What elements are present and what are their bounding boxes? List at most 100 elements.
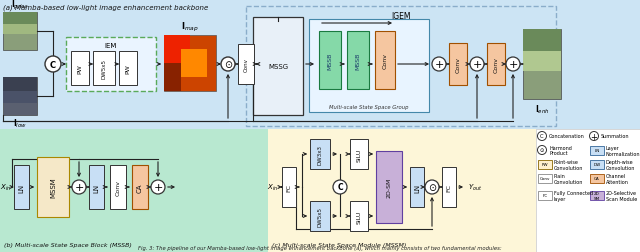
Text: Summation: Summation — [601, 134, 630, 139]
Text: MSSG: MSSG — [268, 64, 288, 70]
Circle shape — [506, 58, 520, 72]
Text: FC: FC — [287, 183, 291, 191]
Bar — [310, 201, 330, 231]
Text: IGEM: IGEM — [391, 12, 411, 21]
Text: DW3x3: DW3x3 — [317, 144, 323, 164]
Text: $\mathbf{I}_{prior}$: $\mathbf{I}_{prior}$ — [11, 0, 29, 12]
Text: Conv: Conv — [540, 177, 550, 181]
Text: $Y_{out}$: $Y_{out}$ — [468, 182, 483, 192]
Text: $X_{in}$: $X_{in}$ — [267, 182, 278, 192]
Bar — [319, 32, 341, 90]
Text: Fully Connected
layer: Fully Connected layer — [554, 190, 593, 201]
Bar — [449, 44, 467, 86]
Bar — [310, 139, 330, 169]
Bar — [347, 32, 369, 90]
Text: LN: LN — [19, 183, 24, 192]
Bar — [523, 30, 561, 52]
Bar — [350, 201, 368, 231]
Bar — [0, 0, 640, 130]
Text: (a) Mamba-based low-light image enhancement backbone: (a) Mamba-based low-light image enhancem… — [3, 4, 208, 11]
Bar — [309, 20, 429, 113]
Bar — [538, 160, 552, 169]
Text: $\mathbf{I}_{map}$: $\mathbf{I}_{map}$ — [181, 21, 199, 34]
Bar — [14, 165, 29, 209]
Text: +: + — [435, 60, 444, 70]
Bar — [536, 130, 640, 252]
Text: FC: FC — [447, 183, 451, 191]
Text: 2D-Selective
Scan Module: 2D-Selective Scan Module — [606, 190, 637, 201]
Text: Conv: Conv — [243, 58, 248, 72]
Text: MSSB: MSSB — [355, 52, 360, 69]
Text: SiLU: SiLU — [356, 209, 362, 223]
Circle shape — [72, 180, 86, 194]
Text: Point-wise
Convolution: Point-wise Convolution — [554, 160, 584, 170]
Bar — [590, 191, 604, 200]
Text: 2D-SM: 2D-SM — [387, 177, 392, 197]
Bar — [410, 167, 424, 207]
Text: Harmond
Product: Harmond Product — [549, 145, 572, 156]
Text: $\mathbf{I}_{low}$: $\mathbf{I}_{low}$ — [13, 117, 27, 130]
Text: ⊙: ⊙ — [428, 182, 436, 192]
Bar — [164, 36, 190, 64]
Bar — [487, 44, 505, 86]
Circle shape — [45, 57, 61, 73]
Bar — [442, 167, 456, 207]
Bar — [538, 191, 552, 200]
Bar — [590, 160, 604, 169]
Text: ⊙: ⊙ — [540, 148, 544, 153]
Circle shape — [538, 132, 547, 141]
Text: (b) Multi-scale State Space Block (MSSB): (b) Multi-scale State Space Block (MSSB) — [4, 242, 132, 247]
Text: Channel
Attention: Channel Attention — [606, 173, 629, 184]
Text: Layer
Normalization: Layer Normalization — [606, 145, 640, 156]
Bar — [523, 30, 561, 100]
Bar — [246, 7, 556, 127]
Circle shape — [538, 146, 547, 155]
Text: CA: CA — [137, 182, 143, 192]
Text: 2D
SM: 2D SM — [594, 192, 600, 200]
Circle shape — [151, 180, 165, 194]
Bar — [37, 158, 69, 217]
Bar — [181, 50, 207, 78]
Text: Fig. 3: The pipeline of our Mamba-based low-light image enhancement backbone (a): Fig. 3: The pipeline of our Mamba-based … — [138, 245, 502, 250]
Text: $X_{in}$: $X_{in}$ — [0, 182, 11, 192]
Text: IEM: IEM — [105, 43, 117, 49]
Bar — [350, 139, 368, 169]
Bar — [253, 18, 303, 115]
Text: CA: CA — [594, 177, 600, 181]
Text: Multi-scale State Space Group: Multi-scale State Space Group — [329, 105, 409, 110]
Text: PW: PW — [77, 64, 83, 74]
Text: MSSB: MSSB — [328, 52, 333, 69]
Bar — [132, 165, 148, 209]
Text: C: C — [50, 60, 56, 69]
Text: +: + — [154, 182, 163, 192]
Bar — [3, 25, 37, 35]
Text: DW5x5: DW5x5 — [102, 59, 106, 79]
Bar — [71, 52, 89, 86]
Circle shape — [425, 180, 439, 194]
Circle shape — [589, 132, 598, 141]
Text: +: + — [74, 182, 84, 192]
Text: Conv: Conv — [456, 57, 461, 73]
Bar — [119, 52, 137, 86]
Bar — [238, 45, 254, 85]
Text: Conv: Conv — [383, 53, 387, 69]
Text: Depth-wise
Convolution: Depth-wise Convolution — [606, 160, 636, 170]
Circle shape — [470, 58, 484, 72]
Text: C: C — [540, 134, 544, 139]
Text: PW: PW — [541, 163, 548, 167]
Text: +: + — [472, 60, 482, 70]
Text: LN: LN — [414, 183, 420, 192]
Bar — [89, 165, 104, 209]
Bar — [268, 130, 536, 252]
Bar — [590, 146, 604, 155]
Bar — [3, 13, 37, 51]
Bar — [3, 13, 37, 25]
Bar — [93, 52, 115, 86]
Circle shape — [221, 58, 235, 72]
Text: DW5x5: DW5x5 — [317, 206, 323, 226]
Text: Conv: Conv — [493, 57, 499, 73]
Bar — [0, 130, 268, 252]
Text: FC: FC — [542, 194, 548, 198]
Bar — [282, 167, 296, 207]
Circle shape — [333, 180, 347, 194]
